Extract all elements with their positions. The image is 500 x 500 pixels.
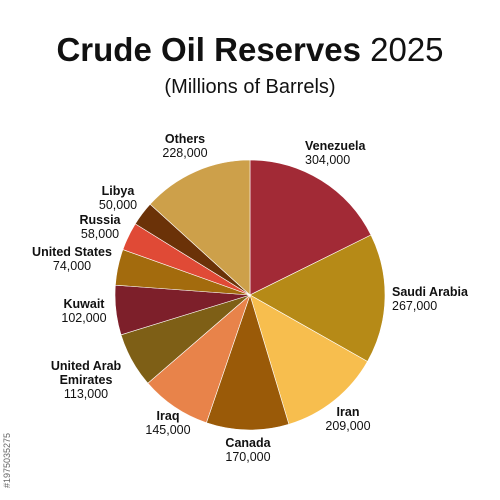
image-id-text: #1975035275 <box>2 310 16 490</box>
pie-labels: Venezuela 304,000 Saudi Arabia 267,000 Iran 2… <box>32 132 469 464</box>
pie-slice-canada <box>206 294 290 431</box>
pie-slices <box>114 159 386 431</box>
slice-label-iran: Iran 209,000 <box>325 405 370 433</box>
slice-label-libya: Libya 50,000 <box>99 184 137 212</box>
chart-subtitle: (Millions of Barrels) <box>164 76 336 98</box>
image-id-label: #1975035275 <box>2 432 12 488</box>
pie-slice-saudi-arabia <box>249 234 386 362</box>
slice-label-venezuela: Venezuela 304,000 <box>305 139 366 167</box>
slice-label-saudi-arabia: Saudi Arabia 267,000 <box>392 285 469 313</box>
slice-label-kuwait: Kuwait 102,000 <box>61 297 106 325</box>
slice-label-united-states: United States 74,000 <box>32 245 112 273</box>
slice-label-canada: Canada 170,000 <box>225 436 271 464</box>
pie-slice-venezuela <box>249 159 372 296</box>
slice-label-united-arab-emirates: United Arab Emirates 113,000 <box>51 359 122 401</box>
chart-title-main: Crude Oil Reserves <box>56 31 361 68</box>
slice-label-russia: Russia 58,000 <box>80 213 122 241</box>
pie-slice-others <box>149 159 251 296</box>
slice-label-others: Others 228,000 <box>162 132 207 160</box>
chart-title: Crude Oil Reserves 2025 <box>0 30 500 70</box>
chart-title-year: 2025 <box>370 31 444 68</box>
slice-label-iraq: Iraq 145,000 <box>145 409 190 437</box>
